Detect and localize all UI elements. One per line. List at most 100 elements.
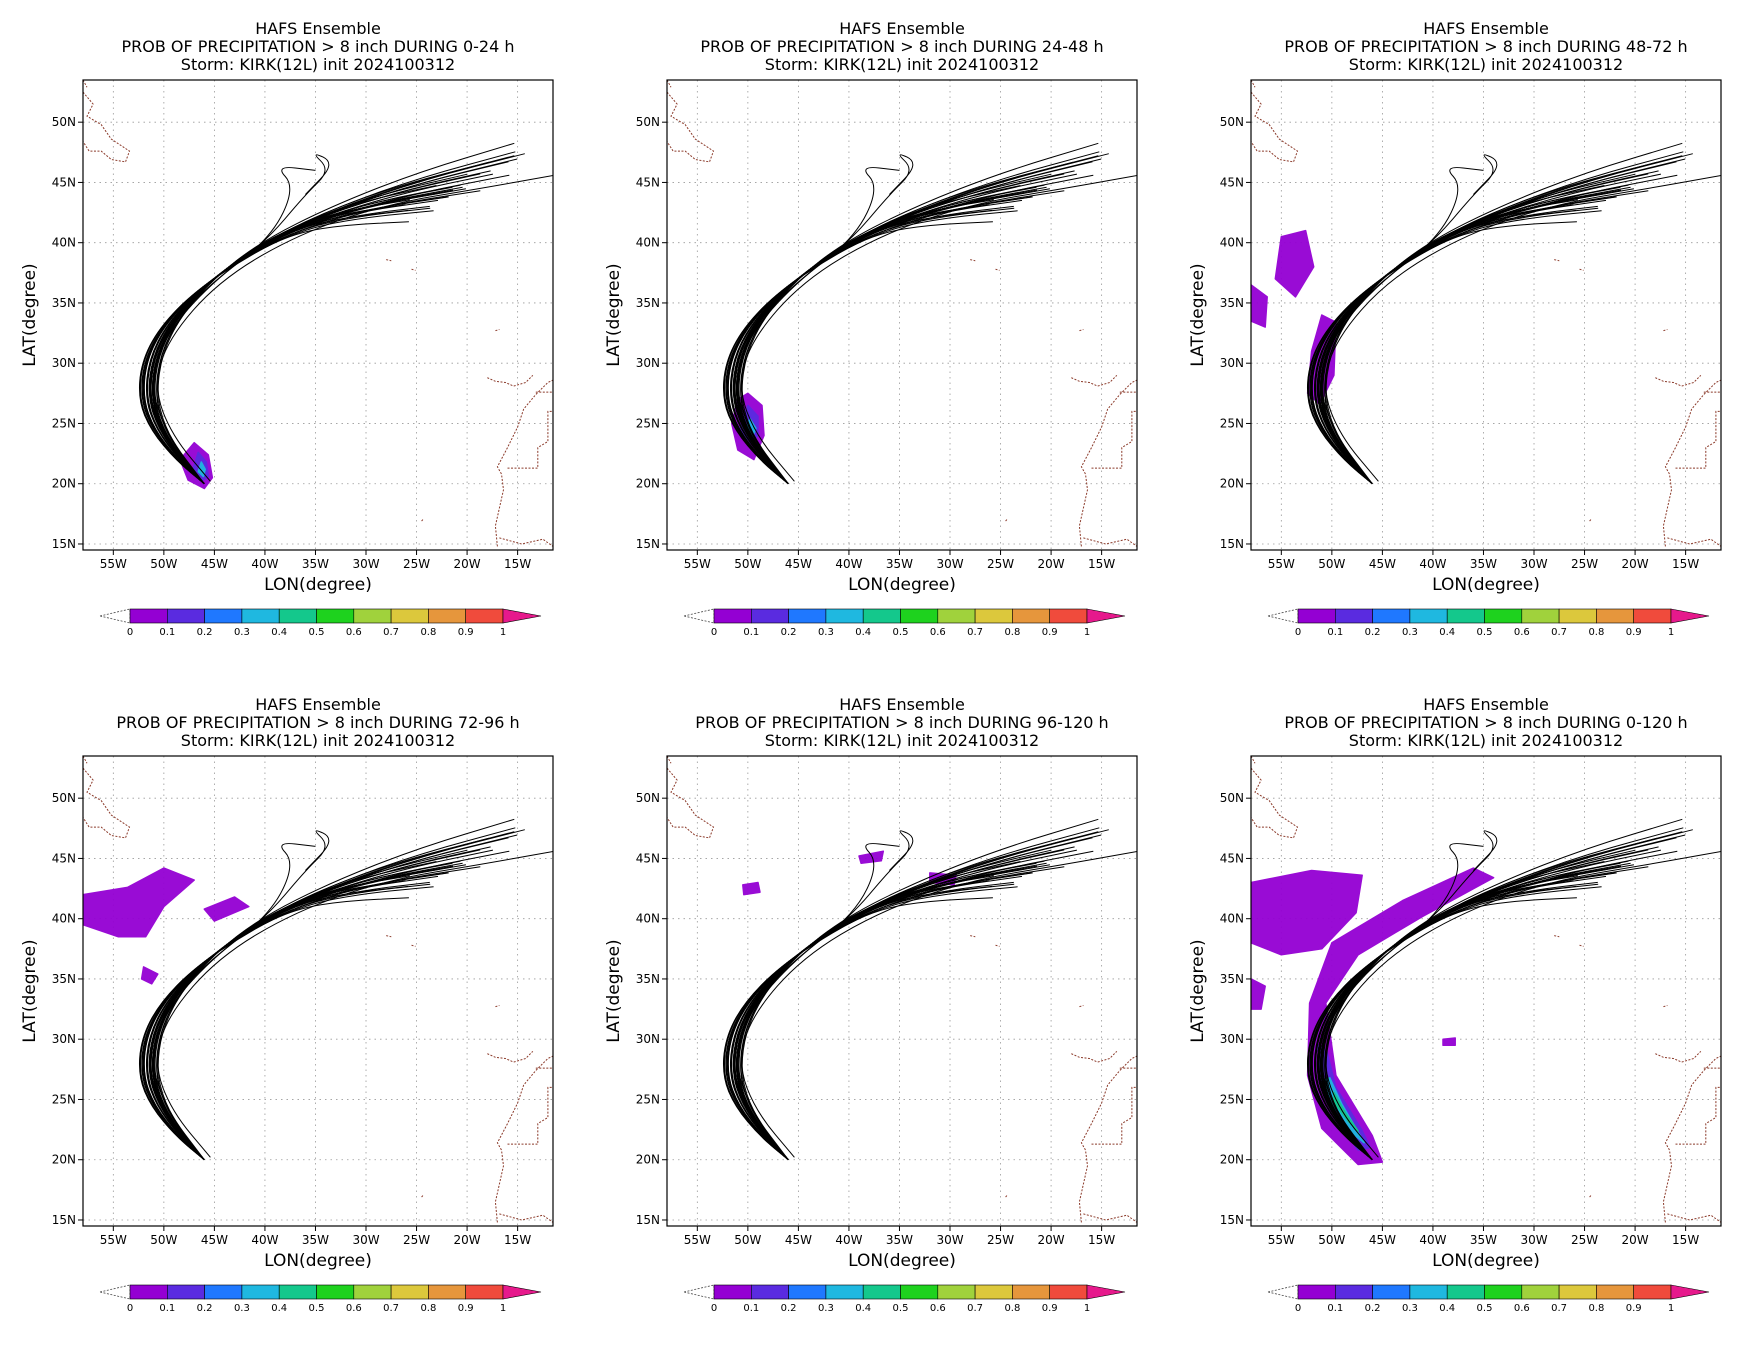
x-tick-label: 55W — [684, 1233, 711, 1247]
storm-track — [1316, 865, 1622, 1161]
x-tick-label: 50W — [150, 557, 177, 571]
coastline — [487, 1050, 534, 1063]
colorbar-segment — [862, 1284, 901, 1300]
coastline — [1554, 935, 1560, 938]
coastline — [667, 91, 715, 163]
storm-track — [723, 885, 993, 1161]
colorbar: 0 0.1 0.2 0.3 0.4 0.5 0.6 0.7 0.8 0.9 1 — [683, 608, 1126, 638]
colorbar-under-arrow — [99, 1284, 131, 1300]
y-tick-label: 40N — [636, 236, 660, 250]
x-axis-label: LON(degree) — [1432, 575, 1540, 595]
x-tick-label: 55W — [1268, 1233, 1295, 1247]
x-tick-label: 25W — [987, 1233, 1014, 1247]
precip-area-3 — [1306, 867, 1495, 1166]
storm-track — [138, 881, 430, 1161]
x-tick-label: 35W — [302, 1233, 329, 1247]
colorbar-tick-label: 0.7 — [383, 1303, 399, 1314]
storm-track — [1313, 866, 1649, 1161]
plot-area — [83, 756, 553, 1226]
coastline — [386, 259, 392, 262]
colorbar-segment — [167, 608, 205, 624]
colorbar-tick-label: 0.6 — [930, 627, 946, 638]
colorbar-tick-label: 0.4 — [271, 627, 287, 638]
storm-track — [150, 188, 466, 485]
storm-track — [141, 886, 434, 1161]
x-tick-label: 50W — [734, 1233, 761, 1247]
x-tick-label: 50W — [1318, 557, 1345, 571]
x-tick-label: 20W — [454, 557, 481, 571]
plot-frame — [82, 755, 554, 1227]
coastline — [1079, 329, 1084, 332]
coastline — [421, 1194, 424, 1198]
colorbar-over-arrow — [1670, 1284, 1710, 1300]
coastline — [1251, 767, 1299, 839]
storm-track — [741, 850, 1137, 1158]
coastline — [507, 1086, 553, 1145]
y-tick-label: 35N — [636, 296, 660, 310]
x-tick-label: 25W — [987, 557, 1014, 571]
colorbar-tick-label: 1 — [1668, 1303, 1674, 1314]
colorbar-segment — [1049, 608, 1088, 624]
storm-track — [1315, 196, 1617, 485]
storm-track — [1318, 864, 1634, 1161]
x-tick-label: 30W — [936, 557, 963, 571]
colorbar-tick-label: 0.7 — [967, 627, 983, 638]
coastline — [970, 935, 976, 938]
coastline — [495, 1005, 500, 1008]
storm-track — [143, 883, 431, 1161]
storm-track — [736, 831, 1099, 1161]
storm-track — [148, 872, 449, 1161]
storm-track — [737, 167, 900, 485]
storm-track — [1316, 196, 1617, 485]
y-tick-label: 25N — [1220, 416, 1244, 430]
storm-track — [1313, 190, 1649, 485]
storm-track — [727, 883, 1015, 1161]
panel-subtitle: PROB OF PRECIPITATION > 8 inch DURING 48… — [1284, 37, 1687, 56]
colorbar-segment — [1012, 608, 1051, 624]
y-tick-label: 50N — [1220, 791, 1244, 805]
storm-track — [147, 196, 449, 485]
x-tick-label: 30W — [1520, 1233, 1547, 1247]
panel-subtitle: PROB OF PRECIPITATION > 8 inch DURING 24… — [700, 37, 1103, 56]
coastline — [1005, 1194, 1008, 1198]
storm-track — [148, 865, 454, 1161]
coastline — [1662, 379, 1721, 547]
colorbar-under-arrow — [1267, 608, 1299, 624]
y-tick-label: 35N — [52, 296, 76, 310]
coastline — [507, 410, 553, 469]
storm-track — [737, 843, 900, 1161]
colorbar-tick-label: 0.9 — [1042, 627, 1058, 638]
colorbar-tick-label: 0.7 — [967, 1303, 983, 1314]
y-tick-label: 20N — [1220, 477, 1244, 491]
colorbar-over-arrow — [502, 1284, 542, 1300]
colorbar-segment — [204, 608, 243, 624]
colorbar-tick-label: 0.2 — [197, 1303, 213, 1314]
colorbar-segment — [900, 608, 939, 624]
coastline — [1071, 1050, 1118, 1063]
colorbar-over-arrow — [1086, 1284, 1126, 1300]
storm-track — [157, 142, 515, 485]
colorbar-tick-label: 0.2 — [1365, 627, 1381, 638]
storm-track — [736, 161, 1074, 485]
colorbar-segment — [1335, 1284, 1373, 1300]
colorbar-segment — [353, 608, 392, 624]
storm-track — [143, 207, 431, 485]
grid — [83, 80, 553, 550]
storm-track — [1322, 827, 1684, 1161]
x-axis-label: LON(degree) — [848, 1251, 956, 1271]
y-tick-label: 30N — [1220, 356, 1244, 370]
colorbar-tick-label: 1 — [500, 627, 506, 638]
plot-frame — [666, 755, 1138, 1227]
y-tick-label: 40N — [52, 236, 76, 250]
colorbar-tick-label: 0.2 — [197, 627, 213, 638]
y-tick-label: 50N — [52, 791, 76, 805]
colorbar-tick-label: 1 — [1084, 1303, 1090, 1314]
colorbar-under-arrow — [683, 1284, 715, 1300]
x-tick-label: 40W — [1419, 557, 1446, 571]
coastline — [1655, 1050, 1702, 1063]
colorbar-segment — [1372, 1284, 1411, 1300]
coastline — [1663, 1005, 1668, 1008]
coastline — [1083, 537, 1137, 547]
colorbar-segment — [974, 608, 1013, 624]
